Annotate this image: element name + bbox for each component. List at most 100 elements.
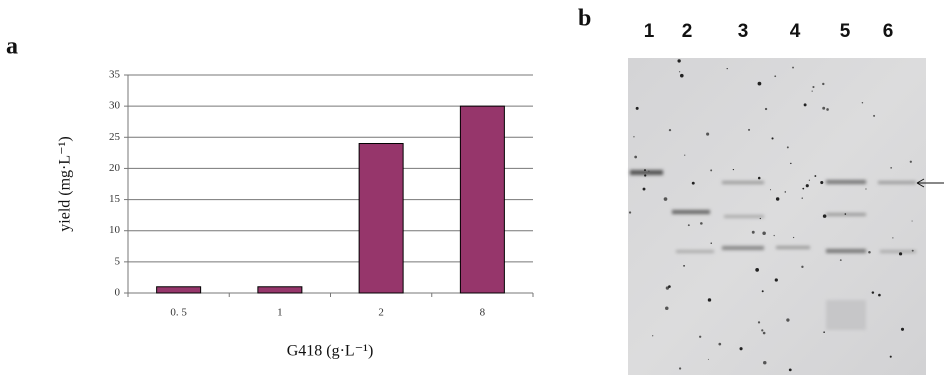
speck bbox=[826, 108, 829, 111]
x-tick-label: 1 bbox=[277, 307, 283, 319]
speck bbox=[692, 182, 695, 185]
speck bbox=[752, 231, 755, 234]
speck bbox=[845, 213, 847, 215]
band bbox=[722, 246, 764, 250]
speck bbox=[892, 237, 893, 238]
y-tick-label: 0 bbox=[115, 287, 121, 299]
speck bbox=[755, 268, 759, 272]
lane-label: 4 bbox=[790, 21, 801, 42]
speck bbox=[684, 155, 685, 156]
band bbox=[880, 250, 916, 253]
band bbox=[724, 215, 764, 218]
speck bbox=[878, 294, 881, 297]
speck bbox=[668, 285, 671, 288]
speck bbox=[912, 250, 914, 252]
speck bbox=[633, 136, 634, 137]
speck bbox=[899, 252, 902, 255]
y-tick-label: 15 bbox=[109, 193, 121, 205]
speck bbox=[763, 361, 766, 364]
gel-background bbox=[628, 58, 926, 375]
speck bbox=[644, 174, 646, 176]
speck bbox=[700, 222, 703, 225]
speck bbox=[776, 197, 779, 200]
speck bbox=[823, 214, 827, 218]
panel-label: b bbox=[578, 6, 591, 32]
speck bbox=[708, 359, 709, 360]
bar bbox=[258, 287, 302, 293]
speck bbox=[748, 129, 750, 131]
speck bbox=[862, 102, 863, 103]
speck bbox=[912, 220, 913, 221]
speck bbox=[775, 278, 778, 281]
speck bbox=[812, 91, 813, 92]
lane-label: 2 bbox=[682, 21, 693, 42]
speck bbox=[812, 86, 814, 88]
x-tick-label: 2 bbox=[378, 307, 384, 319]
speck bbox=[644, 169, 646, 171]
speck bbox=[865, 188, 866, 189]
speck bbox=[787, 146, 789, 148]
speck bbox=[792, 67, 794, 69]
lane-label: 5 bbox=[840, 21, 851, 42]
speck bbox=[669, 129, 671, 131]
band bbox=[672, 210, 710, 214]
smear bbox=[826, 300, 866, 330]
speck bbox=[683, 265, 685, 267]
speck bbox=[823, 331, 825, 333]
speck bbox=[774, 75, 776, 77]
speck bbox=[665, 307, 669, 311]
lane-label: 1 bbox=[644, 21, 655, 42]
speck bbox=[890, 167, 892, 169]
band bbox=[878, 181, 916, 184]
x-tick-label: 0. 5 bbox=[170, 307, 187, 319]
speck bbox=[710, 169, 712, 171]
bar bbox=[359, 144, 403, 293]
speck bbox=[820, 181, 823, 184]
bar bbox=[157, 287, 201, 293]
speck bbox=[699, 336, 701, 338]
speck bbox=[718, 343, 721, 346]
speck bbox=[801, 266, 803, 268]
speck bbox=[814, 175, 816, 177]
y-tick-label: 10 bbox=[109, 224, 121, 236]
band bbox=[676, 250, 714, 253]
speck bbox=[758, 321, 760, 323]
speck bbox=[786, 318, 789, 321]
speck bbox=[761, 329, 763, 331]
speck bbox=[762, 231, 766, 235]
speck bbox=[806, 184, 809, 187]
band bbox=[826, 180, 866, 184]
speck bbox=[809, 180, 810, 181]
speck bbox=[763, 332, 766, 335]
speck bbox=[648, 171, 650, 173]
band bbox=[630, 170, 663, 175]
speck bbox=[793, 237, 794, 238]
speck bbox=[762, 290, 764, 292]
speck bbox=[760, 218, 761, 219]
speck bbox=[802, 197, 803, 198]
speck bbox=[804, 103, 807, 106]
speck bbox=[629, 211, 631, 213]
speck bbox=[910, 161, 912, 163]
y-tick-label: 5 bbox=[115, 255, 121, 267]
speck bbox=[679, 367, 681, 369]
speck bbox=[770, 189, 771, 190]
speck bbox=[677, 59, 680, 62]
speck bbox=[636, 107, 639, 110]
bar bbox=[460, 106, 504, 293]
y-tick-label: 35 bbox=[109, 69, 121, 81]
speck bbox=[774, 235, 775, 236]
speck bbox=[840, 259, 842, 261]
speck bbox=[790, 163, 791, 164]
speck bbox=[758, 177, 761, 180]
gel-image bbox=[628, 58, 926, 375]
y-tick-label: 20 bbox=[109, 162, 121, 174]
speck bbox=[708, 298, 711, 301]
speck bbox=[822, 83, 824, 85]
speck bbox=[802, 188, 804, 190]
x-tick-label: 8 bbox=[480, 307, 486, 319]
band bbox=[722, 181, 764, 184]
speck bbox=[890, 356, 892, 358]
y-axis-label: yield (mg·L⁻¹) bbox=[57, 136, 74, 231]
panel-label: a bbox=[6, 34, 18, 60]
